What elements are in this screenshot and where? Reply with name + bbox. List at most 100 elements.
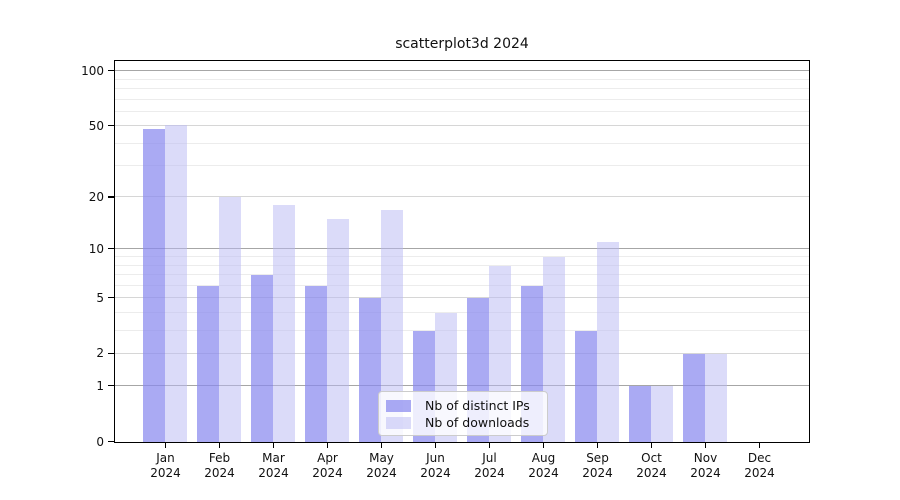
x-tick-label-line: 2024 [204, 466, 235, 480]
gridline-minor [115, 142, 809, 144]
y-axis-tick-label: 1 [96, 378, 104, 393]
x-tick-label-line: 2024 [690, 466, 721, 480]
x-axis-tick-label: Feb 2024 [192, 451, 248, 481]
gridline-minor [115, 98, 809, 100]
x-tick-label-line: Jan [156, 451, 175, 465]
legend-swatch-distinct-ips [386, 399, 411, 412]
gridline-minor [115, 329, 809, 331]
x-tick-label-line: 2024 [150, 466, 181, 480]
legend-label-downloads: Nb of downloads [425, 415, 530, 430]
y-axis-tick-label: 2 [96, 346, 104, 361]
x-tick-label-line: 2024 [366, 466, 397, 480]
x-tick-label-line: 2024 [312, 466, 343, 480]
x-axis-tick-label: Sep 2024 [570, 451, 626, 481]
gridline-major [115, 70, 809, 72]
x-tick-label-line: Jul [482, 451, 497, 465]
x-tick-label-line: Aug [531, 451, 556, 465]
x-tick-mark [596, 443, 599, 448]
bar-distinct-ips [305, 285, 327, 442]
x-axis-tick-label: Apr 2024 [300, 451, 356, 481]
x-tick-mark [488, 443, 491, 448]
gridline-minor [115, 165, 809, 167]
bar-distinct-ips [143, 129, 165, 442]
y-tick-mark [108, 296, 114, 299]
bar-downloads [705, 353, 727, 442]
bar-downloads [381, 209, 403, 442]
x-axis-tick-label: Jun 2024 [408, 451, 464, 481]
legend-label-distinct-ips: Nb of distinct IPs [425, 398, 530, 413]
bar-distinct-ips [629, 386, 651, 442]
bar-downloads [165, 124, 187, 442]
gridline-minor [115, 110, 809, 112]
x-tick-label-line: 2024 [528, 466, 559, 480]
x-tick-label-line: Sep [586, 451, 609, 465]
x-tick-label-line: 2024 [474, 466, 505, 480]
x-axis-tick-label: Nov 2024 [678, 451, 734, 481]
bar-distinct-ips [197, 285, 219, 442]
y-tick-mark [108, 70, 114, 72]
x-tick-label-line: Oct [641, 451, 662, 465]
x-axis-tick-label: May 2024 [354, 451, 410, 481]
x-tick-mark [218, 443, 221, 448]
y-tick-mark [108, 352, 114, 354]
x-axis-tick-label: Aug 2024 [516, 451, 572, 481]
gridline-minor [115, 284, 809, 286]
x-tick-label-line: Mar [262, 451, 285, 465]
y-axis-tick-label: 0 [96, 434, 104, 449]
legend-swatch-downloads [386, 416, 411, 429]
y-tick-mark [108, 385, 114, 387]
x-tick-label-line: 2024 [258, 466, 289, 480]
x-tick-label-line: Dec [747, 451, 772, 465]
x-tick-label-line: Nov [693, 451, 718, 465]
x-tick-mark [326, 443, 329, 448]
x-tick-label-line: 2024 [636, 466, 667, 480]
x-tick-label-line: 2024 [582, 466, 613, 480]
gridline-major [115, 352, 809, 354]
bar-distinct-ips [251, 274, 273, 442]
y-axis-tick-label: 10 [88, 241, 104, 256]
x-tick-mark [434, 443, 437, 448]
x-tick-mark [272, 443, 275, 448]
legend: Nb of distinct IPs Nb of downloads [378, 391, 548, 436]
bar-distinct-ips [683, 353, 705, 442]
x-tick-mark [758, 443, 761, 448]
x-tick-label-line: Apr [317, 451, 338, 465]
x-axis-tick-label: Dec 2024 [732, 451, 788, 481]
gridline-minor [115, 311, 809, 313]
legend-item-distinct-ips: Nb of distinct IPs [386, 397, 539, 414]
x-axis-tick-label: Jan 2024 [138, 451, 194, 481]
x-axis-tick-label: Mar 2024 [246, 451, 302, 481]
x-tick-label-line: 2024 [744, 466, 775, 480]
bar-downloads [273, 205, 295, 442]
gridline-major [115, 196, 809, 198]
x-tick-label-line: 2024 [420, 466, 451, 480]
bar-downloads [597, 242, 619, 442]
bar-distinct-ips [359, 298, 381, 442]
bar-downloads [327, 219, 349, 442]
gridline-minor [115, 78, 809, 80]
x-tick-mark [542, 443, 545, 448]
y-tick-mark [108, 248, 114, 250]
x-axis-tick-label: Jul 2024 [462, 451, 518, 481]
plot-area [114, 60, 810, 443]
x-tick-mark [164, 443, 167, 448]
gridline-minor [115, 273, 809, 275]
gridline-minor [115, 256, 809, 257]
x-tick-label-line: May [369, 451, 394, 465]
y-tick-mark [108, 124, 114, 127]
gridline-minor [115, 87, 809, 89]
y-axis-tick-label: 50 [88, 118, 104, 133]
bar-downloads [543, 257, 565, 442]
x-tick-mark [704, 443, 707, 448]
y-axis-tick-label: 5 [96, 290, 104, 305]
x-tick-mark [380, 443, 383, 448]
bar-downloads [651, 386, 673, 442]
y-axis-tick-label: 20 [88, 189, 104, 204]
chart-title: scatterplot3d 2024 [395, 36, 529, 52]
gridline-minor [115, 264, 809, 266]
bar-distinct-ips [575, 330, 597, 442]
bar-downloads [219, 197, 241, 442]
x-axis-tick-label: Oct 2024 [624, 451, 680, 481]
y-tick-mark [108, 440, 114, 443]
